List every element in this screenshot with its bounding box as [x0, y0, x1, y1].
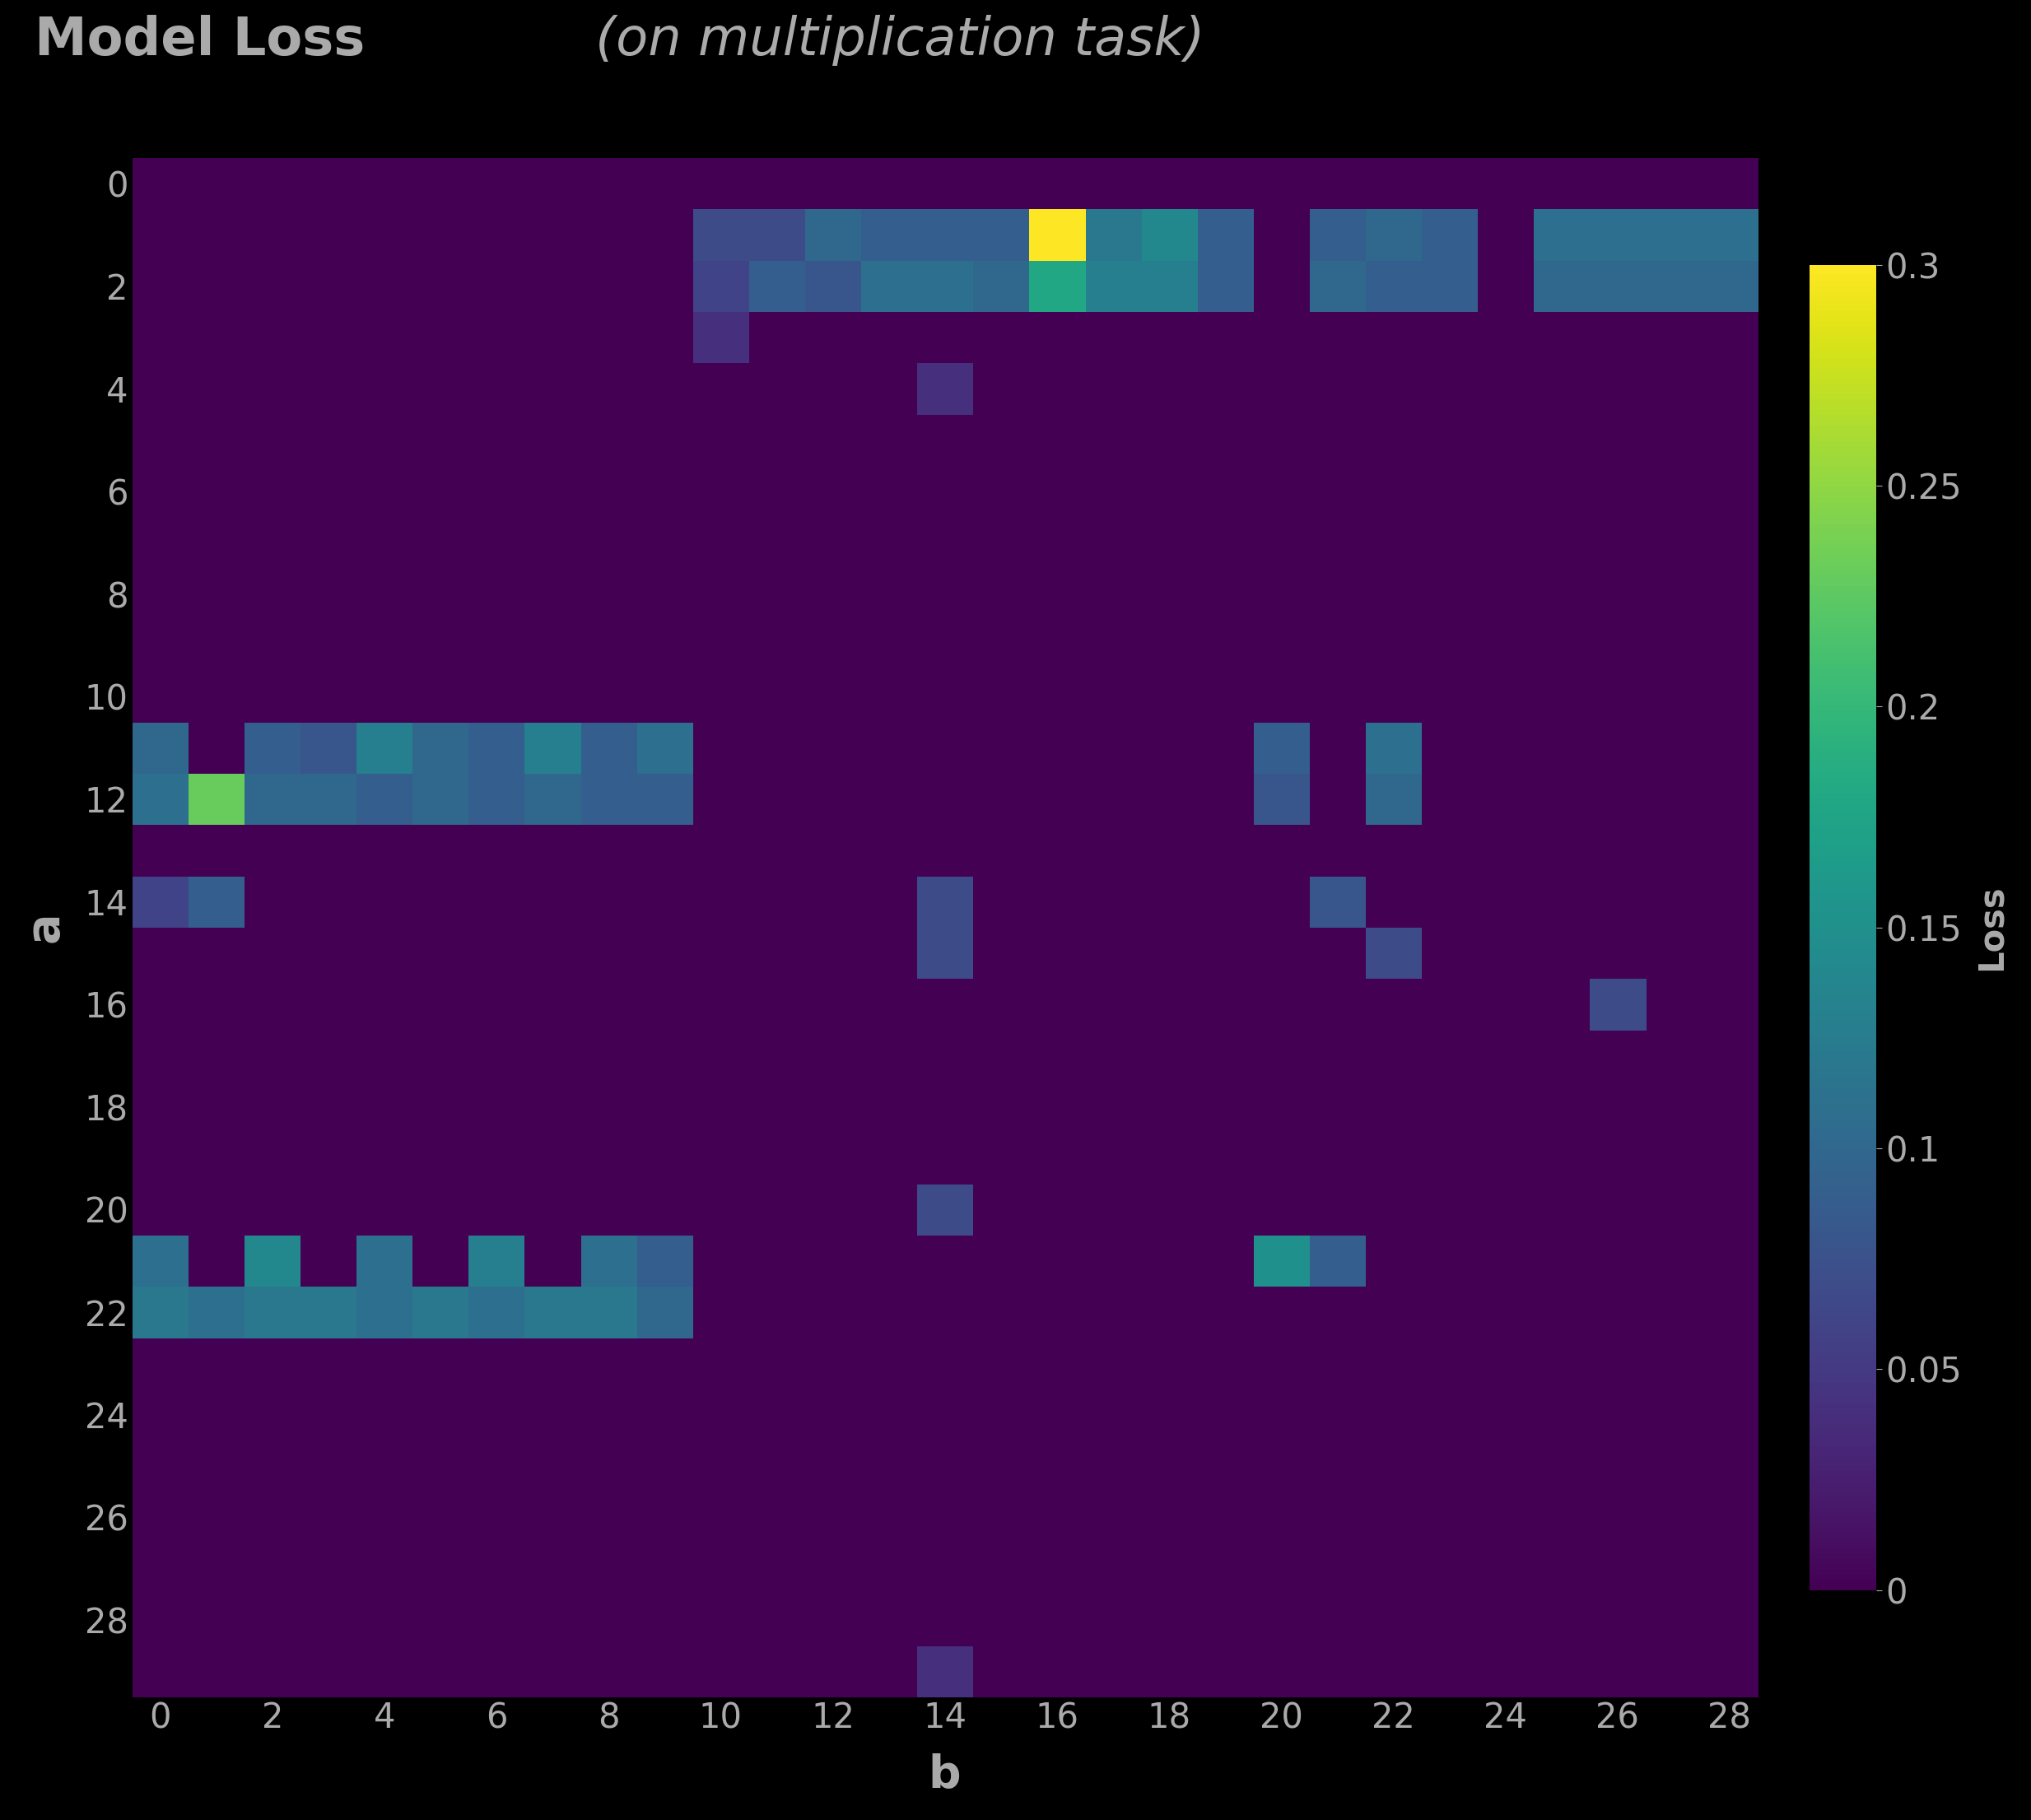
X-axis label: b: b [928, 1753, 961, 1796]
Y-axis label: Loss: Loss [1974, 885, 2009, 970]
Y-axis label: a: a [22, 912, 67, 943]
Text: Model Loss: Model Loss [35, 15, 366, 66]
Text: (on multiplication task): (on multiplication task) [579, 15, 1204, 66]
